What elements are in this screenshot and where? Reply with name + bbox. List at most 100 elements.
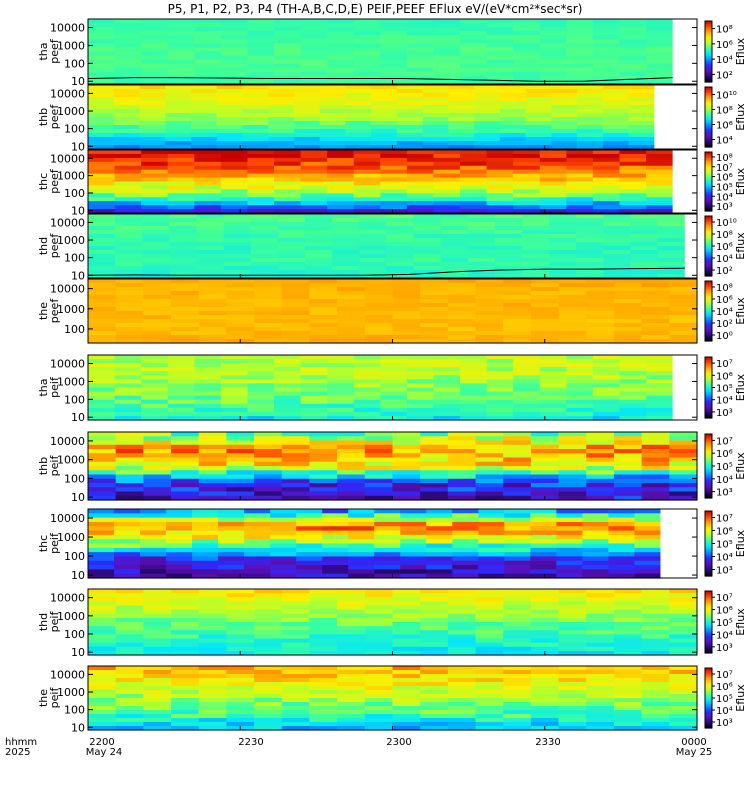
spectrogram-cell xyxy=(576,262,605,267)
spectrogram-cell xyxy=(619,150,647,155)
spectrogram-cell xyxy=(143,440,172,446)
spectrogram-cell xyxy=(586,478,615,484)
spectrogram-cell xyxy=(447,722,477,727)
spectrogram-cell xyxy=(337,670,366,675)
spectrogram-cell xyxy=(392,432,421,437)
spectrogram-cell xyxy=(386,250,415,255)
spectrogram-cell xyxy=(309,634,338,640)
colorbar-segment xyxy=(705,77,712,80)
spectrogram-cell xyxy=(274,185,302,190)
spectrogram-cell xyxy=(281,339,311,344)
spectrogram-cell xyxy=(300,387,328,393)
spectrogram-cell xyxy=(88,690,117,695)
spectrogram-cell xyxy=(300,67,328,73)
spectrogram-cell xyxy=(447,457,477,463)
spectrogram-cell xyxy=(88,85,115,90)
spectrogram-cell xyxy=(226,327,255,332)
spectrogram-cell xyxy=(141,153,169,159)
spectrogram-cell xyxy=(380,47,408,53)
colorbar-segment xyxy=(705,323,712,326)
spectrogram-cell xyxy=(194,157,222,163)
spectrogram-cell xyxy=(169,238,198,243)
spectrogram-cell xyxy=(380,367,408,372)
spectrogram-cell xyxy=(530,534,557,540)
spectrogram-cell xyxy=(167,165,195,171)
spectrogram-cell xyxy=(244,534,271,540)
spectrogram-cell xyxy=(608,530,636,536)
spectrogram-cell xyxy=(539,193,567,198)
spectrogram-cell xyxy=(198,605,228,611)
spectrogram-cell xyxy=(486,415,514,421)
colorbar-segment xyxy=(705,194,712,197)
spectrogram-cell xyxy=(406,71,435,77)
spectrogram-cell xyxy=(586,646,615,652)
spectrogram-cell xyxy=(293,85,321,90)
spectrogram-cell xyxy=(254,605,283,611)
spectrogram-cell xyxy=(499,85,527,90)
spectrogram-cell xyxy=(460,150,488,155)
spectrogram-cell xyxy=(586,690,615,695)
colorbar-segment xyxy=(705,373,712,376)
spectrogram-cell xyxy=(613,710,643,715)
spectrogram-cell xyxy=(115,283,144,288)
colorbar-segment xyxy=(705,467,712,470)
spectrogram-cell xyxy=(88,197,116,202)
spectrogram-cell xyxy=(167,23,195,28)
spectrogram-cell xyxy=(586,638,615,644)
colorbar-segment xyxy=(705,478,712,481)
spectrogram-cell xyxy=(171,335,200,340)
spectrogram-cell xyxy=(220,379,249,385)
spectrogram-cell xyxy=(566,161,594,167)
spectrogram-cell xyxy=(115,287,144,292)
spectrogram-cell xyxy=(319,129,347,134)
spectrogram-cell xyxy=(549,246,577,251)
spectrogram-cell xyxy=(613,686,643,691)
spectrogram-cell xyxy=(218,539,245,545)
spectrogram-cell xyxy=(277,230,306,235)
spectrogram-cell xyxy=(474,101,501,106)
spectrogram-cell xyxy=(88,234,116,239)
spectrogram-cell xyxy=(309,335,338,340)
spectrogram-cell xyxy=(592,415,621,421)
spectrogram-cell xyxy=(422,85,450,90)
spectrogram-cell xyxy=(433,407,461,413)
spectrogram-cell xyxy=(566,391,594,397)
spectrogram-cell xyxy=(613,295,643,300)
colorbar-segment xyxy=(705,716,712,719)
spectrogram-cell xyxy=(558,457,587,463)
spectrogram-cell xyxy=(226,436,255,442)
spectrogram-cell xyxy=(474,97,501,102)
spectrogram-cell xyxy=(220,59,249,65)
spectrogram-cell xyxy=(322,534,349,540)
spectrogram-cell xyxy=(327,173,355,179)
spectrogram-cell xyxy=(223,238,252,243)
spectrogram-cell xyxy=(305,242,333,247)
spectrogram-cell xyxy=(300,177,328,183)
spectrogram-cell xyxy=(576,230,605,235)
spectrogram-cell xyxy=(406,201,435,206)
spectrogram-cell xyxy=(337,682,366,687)
spectrogram-cell xyxy=(413,234,442,239)
colorbar-segment xyxy=(705,446,712,449)
spectrogram-cell xyxy=(374,539,401,545)
spectrogram-cell xyxy=(198,670,228,675)
spectrogram-cell xyxy=(309,470,338,476)
spectrogram-cell xyxy=(478,573,505,579)
spectrogram-cell xyxy=(196,238,225,243)
spectrogram-cell xyxy=(558,682,587,687)
spectrogram-cell xyxy=(88,359,116,364)
spectrogram-cell xyxy=(641,483,670,488)
spectrogram-cell xyxy=(630,222,659,227)
spectrogram-cell xyxy=(530,295,560,300)
spectrogram-cell xyxy=(223,226,252,231)
spectrogram-cell xyxy=(226,622,255,627)
spectrogram-cell xyxy=(503,474,532,480)
spectrogram-cell xyxy=(503,436,532,442)
spectrogram-cell xyxy=(513,75,541,81)
spectrogram-cell xyxy=(309,461,338,467)
spectrogram-cell xyxy=(447,453,477,459)
spectrogram-cell xyxy=(406,395,435,401)
spectrogram-cell xyxy=(413,230,442,235)
spectrogram-cell xyxy=(406,181,435,187)
spectrogram-cell xyxy=(551,133,578,138)
